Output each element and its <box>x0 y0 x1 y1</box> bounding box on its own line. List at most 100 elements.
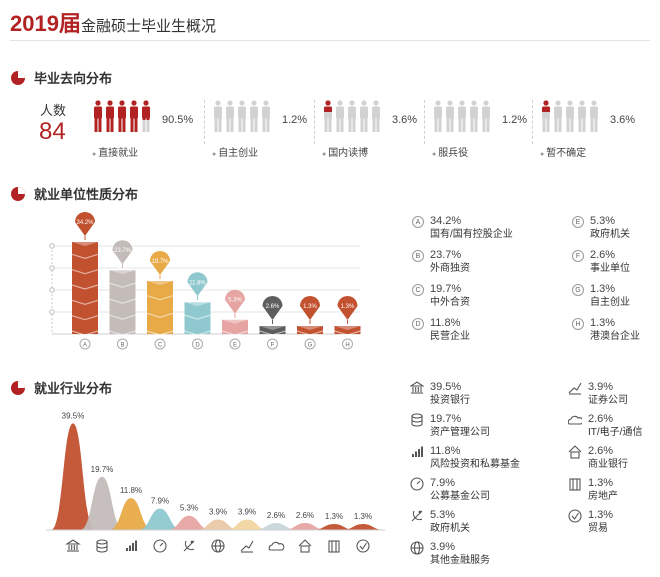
cloud-icon <box>268 541 285 551</box>
data-label: 23.7% <box>114 248 132 254</box>
legend-key: A <box>412 216 424 228</box>
unit-legend-item: A 34.2% 国有/国有控股企业 <box>412 214 562 241</box>
legend-key: H <box>572 318 584 330</box>
person-icon <box>590 100 598 132</box>
legend-value: 3.9% <box>588 381 614 393</box>
legend-name: 中外合资 <box>430 297 470 308</box>
gauge-icon <box>410 477 424 491</box>
industry-peak <box>138 508 182 530</box>
unit-legend-item: F 2.6% 事业单位 <box>572 248 660 275</box>
industry-legend-item: 1.3% 房地产 <box>568 476 660 503</box>
category-marker <box>304 338 316 350</box>
destination-label: 国内读博 <box>322 144 368 159</box>
legend-value: 1.3% <box>588 477 614 489</box>
legend-name: 外商独资 <box>430 263 470 274</box>
legend-name: 政府机关 <box>430 523 470 534</box>
value-pin: 5.3% <box>225 289 245 318</box>
section-industry-header: 就业行业分布 <box>10 378 112 397</box>
trend-chart-icon <box>568 382 582 395</box>
unit-legend-item: H 1.3% 港澳台企业 <box>572 316 660 343</box>
destination-divider <box>424 100 425 144</box>
bar-body <box>72 242 98 334</box>
category-marker <box>79 338 91 350</box>
bank-icon <box>65 539 81 552</box>
person-icons <box>214 100 270 132</box>
bar-chart-icon <box>126 540 137 551</box>
bar-body <box>147 281 173 334</box>
axis-dot <box>49 265 55 271</box>
person-icon <box>434 100 442 132</box>
bar-body <box>184 302 211 334</box>
person-icon <box>214 100 222 132</box>
industry-peak <box>80 476 124 530</box>
bar-body <box>259 326 286 334</box>
bar-body <box>334 326 361 334</box>
category-label: B <box>120 343 124 349</box>
unit-legend-item: E 5.3% 政府机关 <box>572 214 660 241</box>
value-pin: 1.3% <box>337 296 358 324</box>
legend-name: 商业银行 <box>588 459 628 470</box>
data-label: 2.6% <box>267 511 285 520</box>
bar-body <box>297 326 323 334</box>
section-unit-header: 就业单位性质分布 <box>10 184 138 203</box>
data-label: 19.7% <box>151 259 169 265</box>
data-label: 11.8% <box>120 486 142 495</box>
person-icons <box>94 100 150 132</box>
axis-dot <box>49 243 55 249</box>
industry-peak <box>283 522 327 530</box>
pie-icon <box>11 380 25 395</box>
unit-legend-item: G 1.3% 自主创业 <box>572 282 660 309</box>
legend-name: 风险投资和私募基金 <box>430 459 520 470</box>
destination-percent: 1.2% <box>502 114 528 126</box>
title-text: 金融硕士毕业生概况 <box>80 18 216 35</box>
legend-value: 1.3% <box>590 283 616 295</box>
person-icon <box>142 100 150 132</box>
legend-name: 政府机关 <box>590 229 630 240</box>
section-destination-header: 毕业去向分布 <box>10 68 112 87</box>
unit-legend-item: D 11.8% 民营企业 <box>412 316 562 343</box>
data-label: 11.8% <box>189 280 206 286</box>
data-label: 1.3% <box>354 512 372 521</box>
bar-chart-icon <box>412 446 423 457</box>
legend-name: 事业单位 <box>590 263 630 274</box>
legend-value: 7.9% <box>430 477 456 489</box>
person-icon <box>372 100 380 132</box>
legend-value: 2.6% <box>588 413 614 425</box>
legend-name: 国有/国有控股企业 <box>430 229 513 240</box>
database-icon <box>96 539 108 553</box>
data-label: 3.9% <box>209 507 227 516</box>
industry-legend-item: 11.8% 风险投资和私募基金 <box>410 444 560 471</box>
legend-name: 民营企业 <box>430 331 470 342</box>
check-circle-icon <box>356 539 370 553</box>
destination-label: 自主创业 <box>212 144 258 159</box>
category-label: C <box>158 343 163 349</box>
page-title: 2019届金融硕士毕业生概况 <box>10 6 216 38</box>
industry-peak <box>254 522 298 530</box>
bar <box>146 277 174 336</box>
legend-name: IT/电子/通信 <box>588 427 643 438</box>
category-marker <box>192 338 203 350</box>
data-label: 2.6% <box>296 511 314 520</box>
legend-key: D <box>412 318 424 330</box>
legend-name: 房地产 <box>588 491 618 502</box>
destination-label: 暂不确定 <box>540 144 586 159</box>
data-label: 5.3% <box>180 504 198 513</box>
legend-value: 34.2% <box>430 215 462 227</box>
legend-key: C <box>412 284 424 296</box>
person-icon <box>250 100 258 132</box>
person-icon <box>542 100 550 132</box>
database-icon <box>411 413 423 427</box>
industry-chart: 39.5% 19.7% 11.8% 7.9% 5.3% 3.9% 3.9% 2.6% 2.6% 1… <box>46 411 385 553</box>
globe-icon <box>211 539 225 553</box>
unit-legend-item: B 23.7% 外商独资 <box>412 248 562 275</box>
bar <box>221 315 249 336</box>
legend-value: 2.6% <box>588 445 614 457</box>
legend-key: F <box>572 250 584 262</box>
industry-legend-item: 5.3% 政府机关 <box>410 508 560 535</box>
bar <box>296 322 324 336</box>
industry-legend-item: 7.9% 公募基金公司 <box>410 476 560 503</box>
section-industry-title: 就业行业分布 <box>34 381 113 396</box>
data-label: 7.9% <box>151 497 169 506</box>
headcount-label: 人数 <box>40 103 67 118</box>
data-label: 2.6% <box>266 304 280 310</box>
